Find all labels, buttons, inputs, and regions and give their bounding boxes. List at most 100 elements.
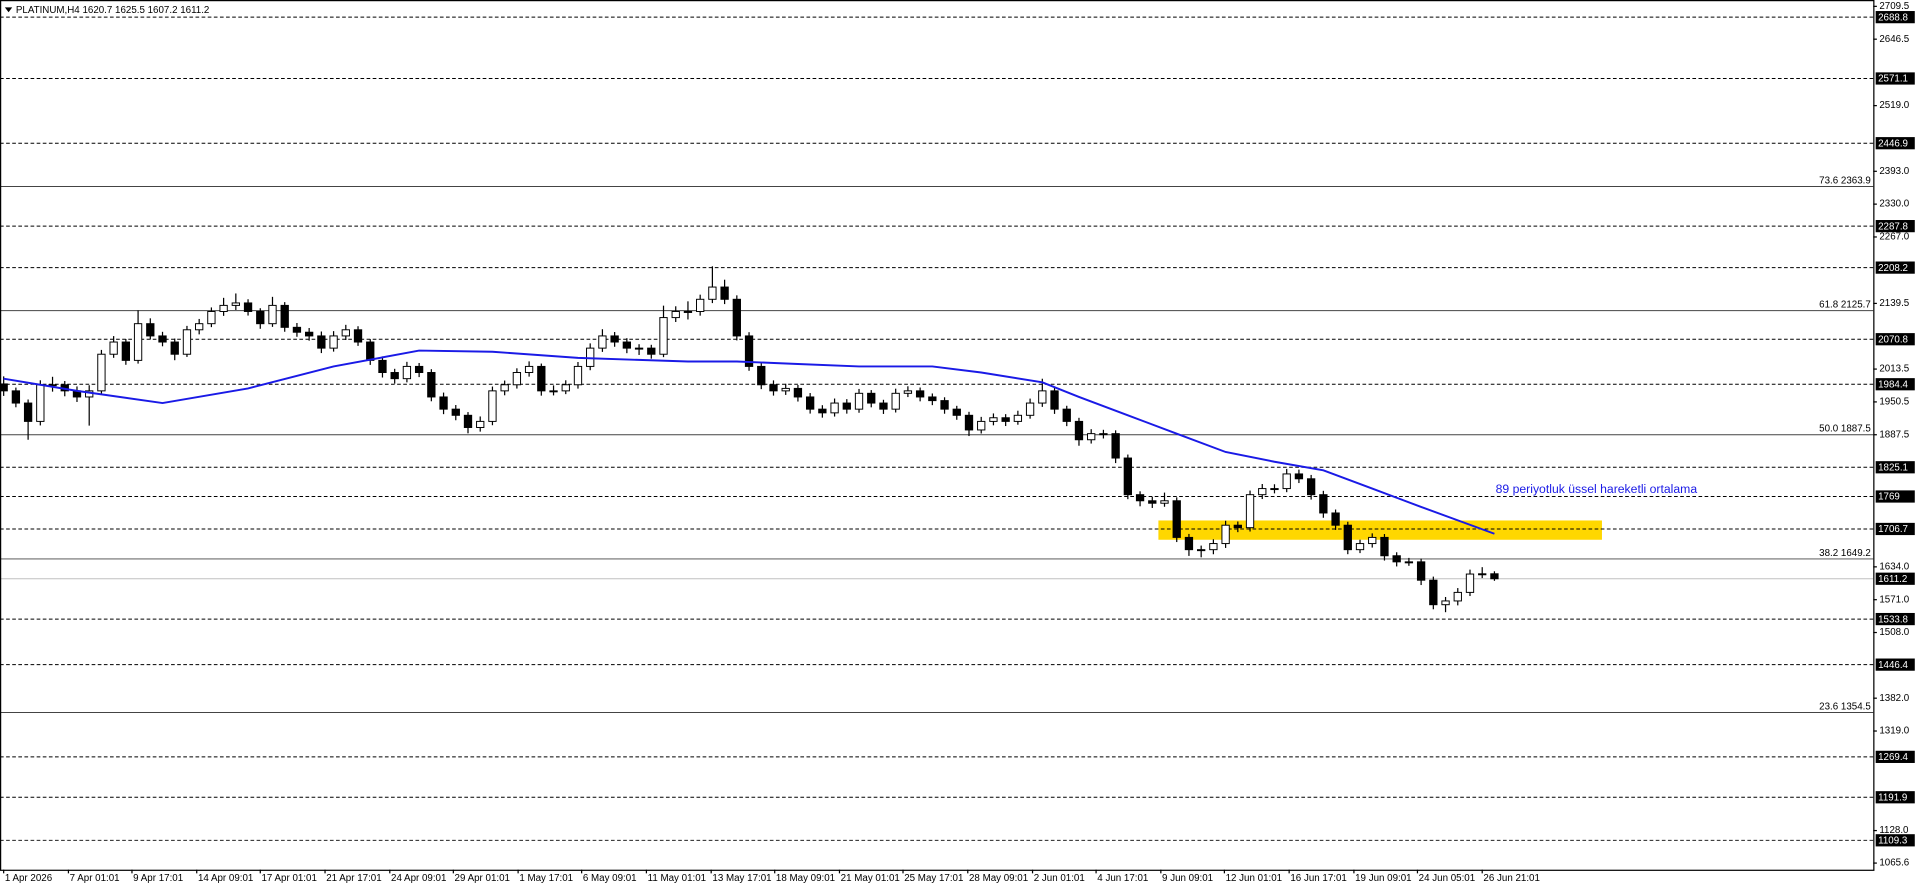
fibonacci-level: 73.6 [1819, 175, 1838, 186]
candle-body [549, 390, 558, 393]
fibonacci-label: 61.8 2125.7 [1819, 299, 1871, 310]
candle-body [207, 311, 216, 325]
level-label: 2287.8 [1878, 221, 1908, 232]
candle-body [1184, 536, 1194, 551]
y-tick-label: 1887.5 [1879, 429, 1909, 440]
y-tick-label: 1571.0 [1879, 594, 1909, 605]
level-box [1875, 461, 1915, 474]
candle-body [390, 372, 399, 380]
candle-body [659, 317, 668, 355]
candle-body [610, 335, 619, 343]
candle-body [366, 341, 375, 361]
candle-body [903, 390, 913, 394]
candle-body [1087, 433, 1096, 441]
candle-body [634, 347, 644, 350]
x-tick-label: 9 Jun 09:01 [1162, 873, 1213, 884]
y-tick-label: 1065.6 [1879, 858, 1909, 869]
level-label: 1769 [1878, 492, 1900, 503]
candle-body [341, 329, 350, 337]
level-label: 2688.8 [1878, 12, 1908, 23]
current-price-label: 1611.2 [1878, 574, 1907, 585]
x-tick-label: 18 May 09:01 [776, 873, 835, 884]
candle-body [427, 372, 436, 398]
y-tick-label: 1950.5 [1879, 396, 1909, 407]
candle-body [696, 298, 705, 312]
fibonacci-price: 1649.2 [1841, 547, 1871, 558]
candle-body [1258, 488, 1267, 496]
y-tick-label: 1634.0 [1879, 561, 1909, 572]
plot-frame [0, 0, 1875, 871]
candle-body [842, 402, 851, 410]
candle-body [1025, 402, 1035, 416]
candle-body [476, 420, 485, 428]
candle-body [1209, 543, 1218, 551]
candle-body [292, 326, 302, 333]
candle-body [195, 323, 204, 331]
x-tick-label: 14 Apr 09:01 [198, 873, 253, 884]
chart-title: PLATINUM,H4 1620.7 1625.5 1607.2 1611.2 [16, 5, 209, 16]
y-tick-label: 2330.0 [1879, 199, 1909, 210]
candle-body [1038, 390, 1047, 404]
candle-body [11, 390, 21, 404]
candle-body [537, 365, 546, 392]
candle-body [818, 408, 827, 414]
y-tick-label: 1128.0 [1879, 825, 1909, 836]
x-tick-label: 7 Apr 01:01 [70, 873, 120, 884]
candle-body [977, 420, 986, 431]
level-box [1875, 834, 1915, 847]
candle-body [1306, 478, 1316, 496]
candle-body [879, 402, 888, 410]
x-tick-label: 21 Apr 17:01 [326, 873, 381, 884]
level-box [1875, 612, 1915, 626]
x-tick-label: 19 Jun 09:01 [1355, 873, 1411, 884]
x-tick-label: 25 May 17:01 [904, 873, 963, 884]
candle-body [952, 408, 961, 416]
fibonacci-price: 1887.5 [1841, 423, 1871, 434]
ema-line [3, 349, 1495, 535]
candle-body [781, 387, 790, 392]
candle-body [451, 408, 460, 416]
fibonacci-level: 23.6 [1819, 701, 1838, 712]
x-tick-label: 2 Jun 01:01 [1034, 873, 1085, 884]
candle-body [598, 335, 607, 349]
candle-body [414, 365, 424, 374]
fibonacci-level: 61.8 [1819, 299, 1838, 310]
candle-body [1319, 494, 1328, 514]
candle-body [744, 335, 754, 367]
level-label: 1269.4 [1878, 752, 1908, 763]
candle-body [805, 396, 815, 410]
candle-body [23, 402, 33, 422]
level-label: 1825.1 [1878, 462, 1908, 473]
candle-body [378, 359, 387, 374]
fibonacci-level: 38.2 [1819, 547, 1838, 558]
title-arrow [4, 7, 13, 13]
x-tick-label: 9 Apr 17:01 [133, 873, 183, 884]
candle-body [170, 341, 179, 355]
x-tick-label: 1 May 17:01 [519, 873, 573, 884]
candle-body [1416, 561, 1426, 581]
candle-body [121, 341, 131, 361]
candle-body [1478, 573, 1487, 576]
level-box [1875, 11, 1915, 24]
candle-body [1197, 549, 1206, 552]
candle-body [1270, 488, 1279, 491]
candle-body [463, 414, 473, 428]
candle-body [1148, 500, 1157, 504]
x-tick-label: 1 Apr 2026 [5, 873, 52, 884]
candle-body [928, 396, 937, 402]
candle-body [1013, 414, 1023, 422]
x-tick-label: 4 Jun 17:01 [1097, 873, 1148, 884]
candle-body [353, 329, 363, 343]
candle-body [1160, 500, 1169, 504]
candle-body [0, 383, 8, 392]
candle-body [622, 341, 632, 349]
y-tick-label: 2267.0 [1879, 232, 1909, 243]
candle-body [1062, 408, 1071, 422]
y-tick-label: 2646.5 [1879, 34, 1909, 45]
candle-body [439, 396, 448, 410]
candle-body [1282, 473, 1291, 490]
level-box [1875, 750, 1915, 763]
